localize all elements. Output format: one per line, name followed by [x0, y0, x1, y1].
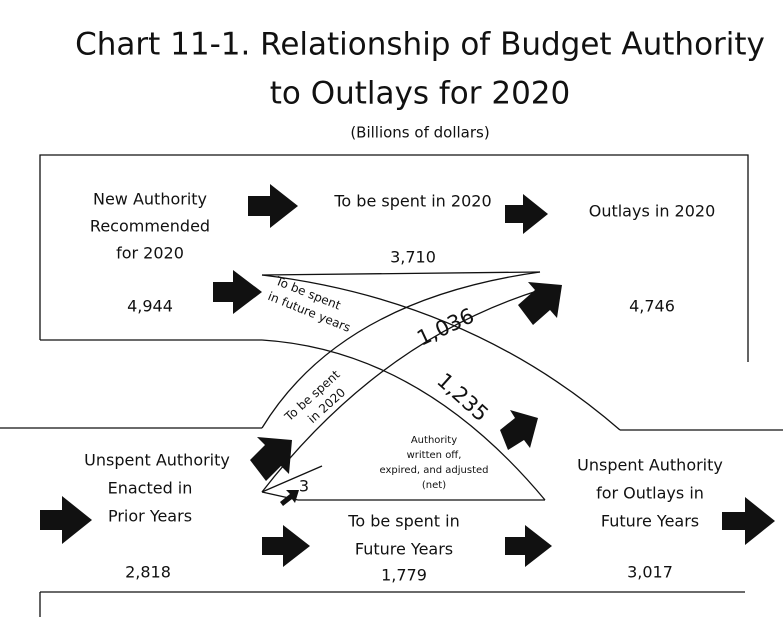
node-label: Outlays in 2020 [589, 202, 716, 221]
flow-label: expired, and adjusted [380, 465, 489, 476]
node-label: for 2020 [116, 244, 184, 263]
node-value: 4,746 [629, 297, 675, 316]
node-value: 2,818 [125, 563, 171, 582]
node-label: for Outlays in [596, 484, 704, 503]
arrows [40, 184, 775, 567]
flow-value: 1,235 [432, 368, 493, 426]
flow-label: Authority [411, 435, 457, 446]
node-label: Unspent Authority [84, 451, 230, 470]
node-label: Enacted in [108, 479, 193, 498]
flow-value: 3 [299, 477, 309, 496]
node-label: To be spent in [347, 512, 459, 531]
title-line: Chart 11-1. Relationship of Budget Autho… [75, 27, 765, 63]
node-label: Prior Years [108, 507, 192, 526]
node-label: Recommended [90, 217, 210, 236]
node-label: Future Years [601, 512, 699, 531]
node-label: New Authority [93, 190, 207, 209]
subtitle: (Billions of dollars) [350, 124, 489, 142]
flow-value: 1,036 [413, 304, 478, 351]
flow-label: written off, [407, 450, 462, 461]
flow-label: (net) [422, 480, 446, 491]
node-label: Unspent Authority [577, 456, 723, 475]
node-label: Future Years [355, 540, 453, 559]
node-value: 1,779 [381, 566, 427, 585]
node-value: 3,017 [627, 563, 673, 582]
node-label: To be spent in 2020 [333, 192, 491, 211]
title-line: to Outlays for 2020 [270, 76, 571, 112]
node-value: 4,944 [127, 297, 173, 316]
node-value: 3,710 [390, 248, 436, 267]
